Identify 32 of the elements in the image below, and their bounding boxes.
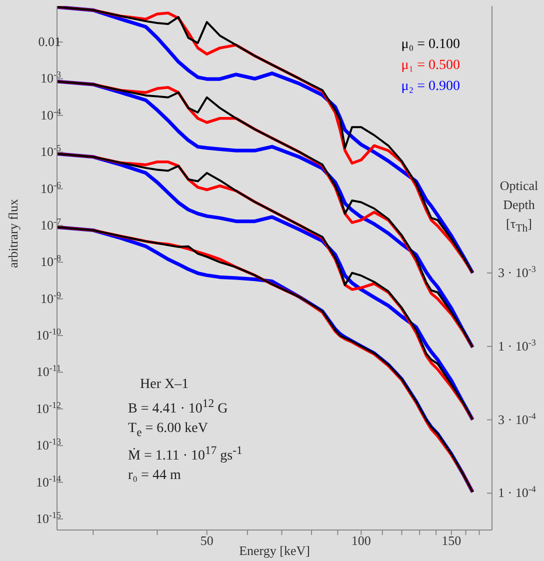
- annotation: B = 4.41 · 10$^{12}$ G: [127, 396, 229, 419]
- x-tick-label: 100: [351, 533, 371, 548]
- y-tick-label: 0.01: [38, 34, 61, 50]
- text: μ₁ = 0.500: [401, 57, 460, 75]
- y-tick-label: 10$^{-4}$: [40, 106, 62, 122]
- y-tick-label: 10$^{-6}$: [40, 180, 62, 196]
- y-tick-label: 10$^{-5}$: [40, 143, 62, 160]
- y-tick-label: 10$^{-14}$: [36, 473, 62, 490]
- x-tick-label: 50: [200, 533, 214, 548]
- annotation: Her X–1: [139, 376, 190, 394]
- y-tick-label: 10$^{-8}$: [40, 253, 62, 270]
- annotation: Ṁ = 1.11 · 10$^{17}$ gs$^{-1}$: [127, 443, 242, 466]
- y-tick-label: 10$^{-9}$: [40, 290, 62, 306]
- annotation: r₀ = 44 m: [127, 467, 182, 486]
- x-axis-title: Energy [keV]: [239, 543, 310, 558]
- y-axis-title: arbitrary flux: [6, 198, 21, 268]
- text: 3 · 10$^{-4}$: [498, 410, 536, 427]
- y-tick-label: 10$^{-11}$: [36, 363, 61, 380]
- text: 1 · 10$^{-3}$: [498, 337, 536, 354]
- annotation: T$_{e}$ = 6.00 keV: [127, 420, 209, 440]
- text: 3 · 10$^{-3}$: [498, 264, 536, 280]
- y2-axis-title: Optical Depth [τ$_{Th}$]: [498, 177, 540, 237]
- text: μ₂ = 0.900: [401, 78, 460, 96]
- y-tick-label: 10$^{-7}$: [40, 216, 62, 232]
- y-tick-label: 10$^{-10}$: [36, 326, 62, 343]
- x-tick-label: 150: [442, 533, 462, 548]
- y-tick-label: 10$^{-12}$: [36, 400, 61, 416]
- text: μ₀ = 0.100: [401, 36, 460, 54]
- y-tick-label: 10$^{-3}$: [40, 70, 62, 86]
- y-tick-label: 10$^{-15}$: [36, 510, 62, 526]
- text: 1 · 10$^{-4}$: [498, 484, 536, 500]
- y-tick-label: 10$^{-13}$: [36, 436, 62, 453]
